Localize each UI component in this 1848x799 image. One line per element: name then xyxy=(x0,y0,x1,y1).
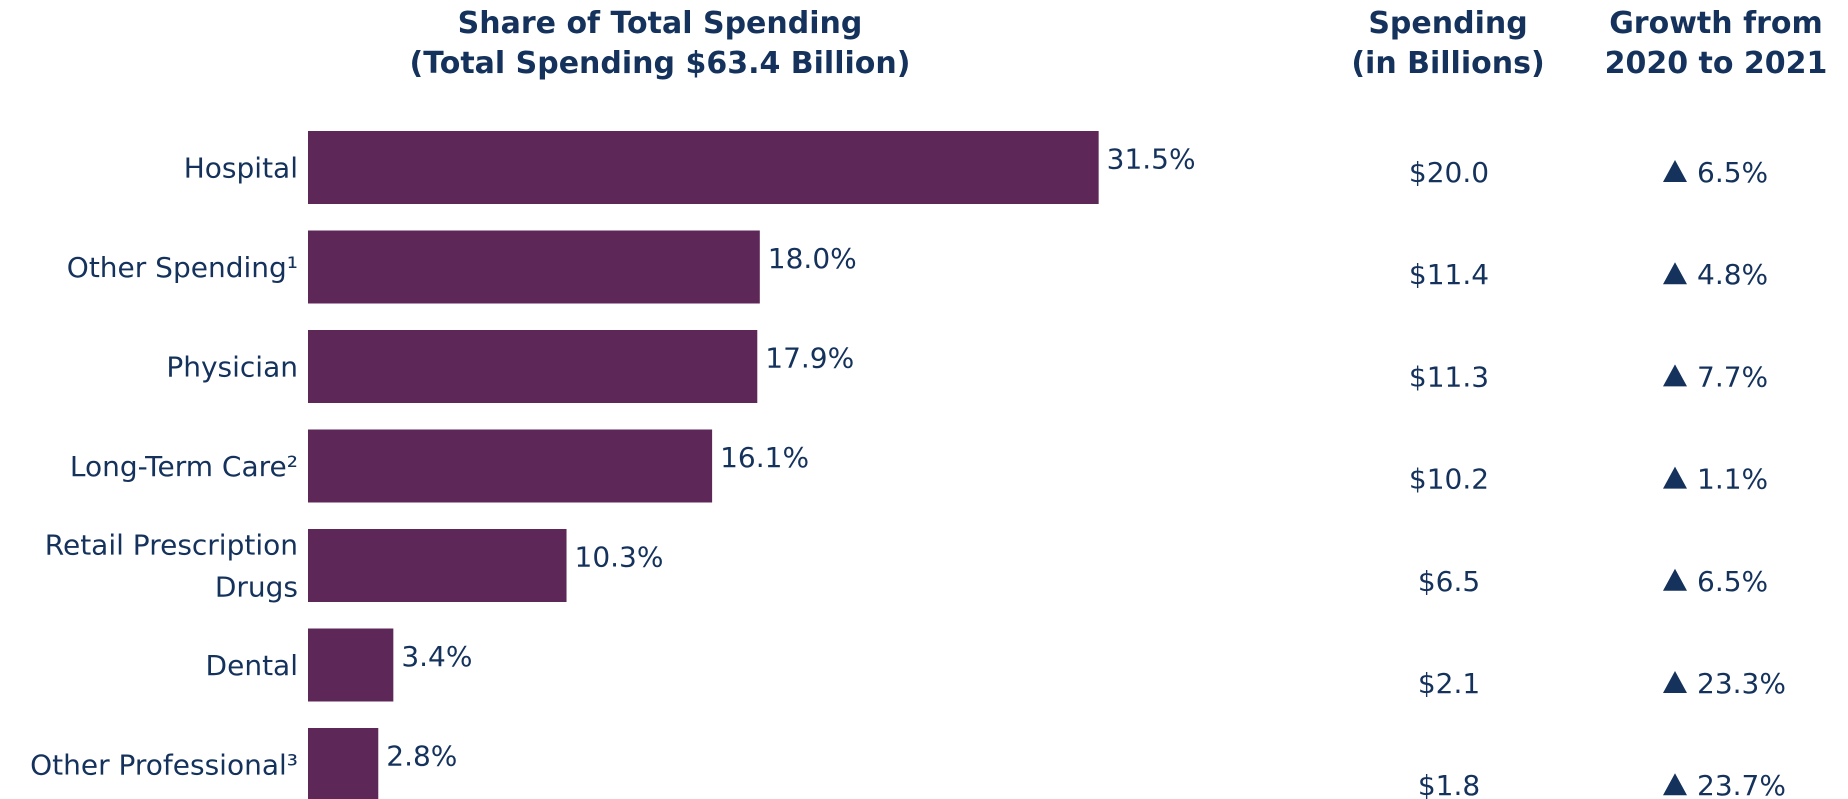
growth-header-line2: 2020 to 2021 xyxy=(1604,46,1828,81)
triangle-up-icon xyxy=(1663,671,1687,693)
bar xyxy=(308,429,713,503)
growth-value: 7.7% xyxy=(1697,360,1768,393)
spending-value: $6.5 xyxy=(1418,565,1480,598)
growth-header: Growth from 2020 to 2021 xyxy=(1584,4,1848,84)
share-header-line1: Share of Total Spending xyxy=(457,6,863,41)
category-label-line: Drugs xyxy=(215,571,298,604)
growth-value: 23.7% xyxy=(1697,769,1786,799)
category-label-line: Dental xyxy=(206,649,298,682)
growth-value: 6.5% xyxy=(1697,156,1768,189)
data-label: 3.4% xyxy=(401,640,472,673)
data-label: 10.3% xyxy=(575,541,664,574)
bar xyxy=(308,230,760,304)
triangle-up-icon xyxy=(1663,160,1687,182)
category-label-line: Other Professional³ xyxy=(30,749,298,782)
spending-value: $20.0 xyxy=(1409,156,1489,189)
triangle-up-icon xyxy=(1663,364,1687,387)
category-label: Physician xyxy=(166,351,298,384)
growth-value: 6.5% xyxy=(1697,565,1768,598)
category-label-line: Hospital xyxy=(184,152,298,185)
spending-header-line2: (in Billions) xyxy=(1351,46,1545,81)
spending-value: $2.1 xyxy=(1418,667,1480,700)
spending-value: $1.8 xyxy=(1418,769,1480,799)
bar xyxy=(308,529,567,602)
category-label-line: Long-Term Care² xyxy=(70,450,298,483)
triangle-up-icon xyxy=(1663,262,1687,285)
category-label: Hospital xyxy=(184,152,298,185)
growth-header-line1: Growth from xyxy=(1609,6,1823,41)
data-label: 2.8% xyxy=(386,740,457,773)
category-label: Other Professional³ xyxy=(30,749,298,782)
share-header-line2: (Total Spending $63.4 Billion) xyxy=(409,46,911,81)
growth-value: 4.8% xyxy=(1697,258,1768,291)
bar xyxy=(308,628,394,702)
data-label: 18.0% xyxy=(768,242,857,275)
triangle-up-icon xyxy=(1663,773,1687,796)
category-label: Long-Term Care² xyxy=(70,450,298,483)
growth-value: 1.1% xyxy=(1697,463,1768,496)
spending-value: $11.3 xyxy=(1409,360,1489,393)
bar xyxy=(308,131,1099,204)
data-label: 17.9% xyxy=(765,342,854,375)
bar xyxy=(308,728,379,799)
spending-value: $11.4 xyxy=(1409,258,1489,291)
share-header: Share of Total Spending (Total Spending … xyxy=(300,4,1020,84)
category-label: Dental xyxy=(206,649,298,682)
category-label-line: Retail Prescription xyxy=(45,529,298,562)
triangle-up-icon xyxy=(1663,466,1687,489)
bar xyxy=(308,330,758,403)
spending-value: $10.2 xyxy=(1409,463,1489,496)
category-label-line: Other Spending¹ xyxy=(67,251,298,284)
spending-header-line1: Spending xyxy=(1368,6,1528,41)
category-label-line: Physician xyxy=(166,351,298,384)
category-label: Retail Prescription Drugs xyxy=(45,529,298,604)
category-label: Other Spending¹ xyxy=(67,251,298,284)
data-label: 31.5% xyxy=(1107,143,1196,176)
data-label: 16.1% xyxy=(720,441,809,474)
triangle-up-icon xyxy=(1663,568,1687,591)
spending-header: Spending (in Billions) xyxy=(1338,4,1558,84)
growth-value: 23.3% xyxy=(1697,667,1786,700)
